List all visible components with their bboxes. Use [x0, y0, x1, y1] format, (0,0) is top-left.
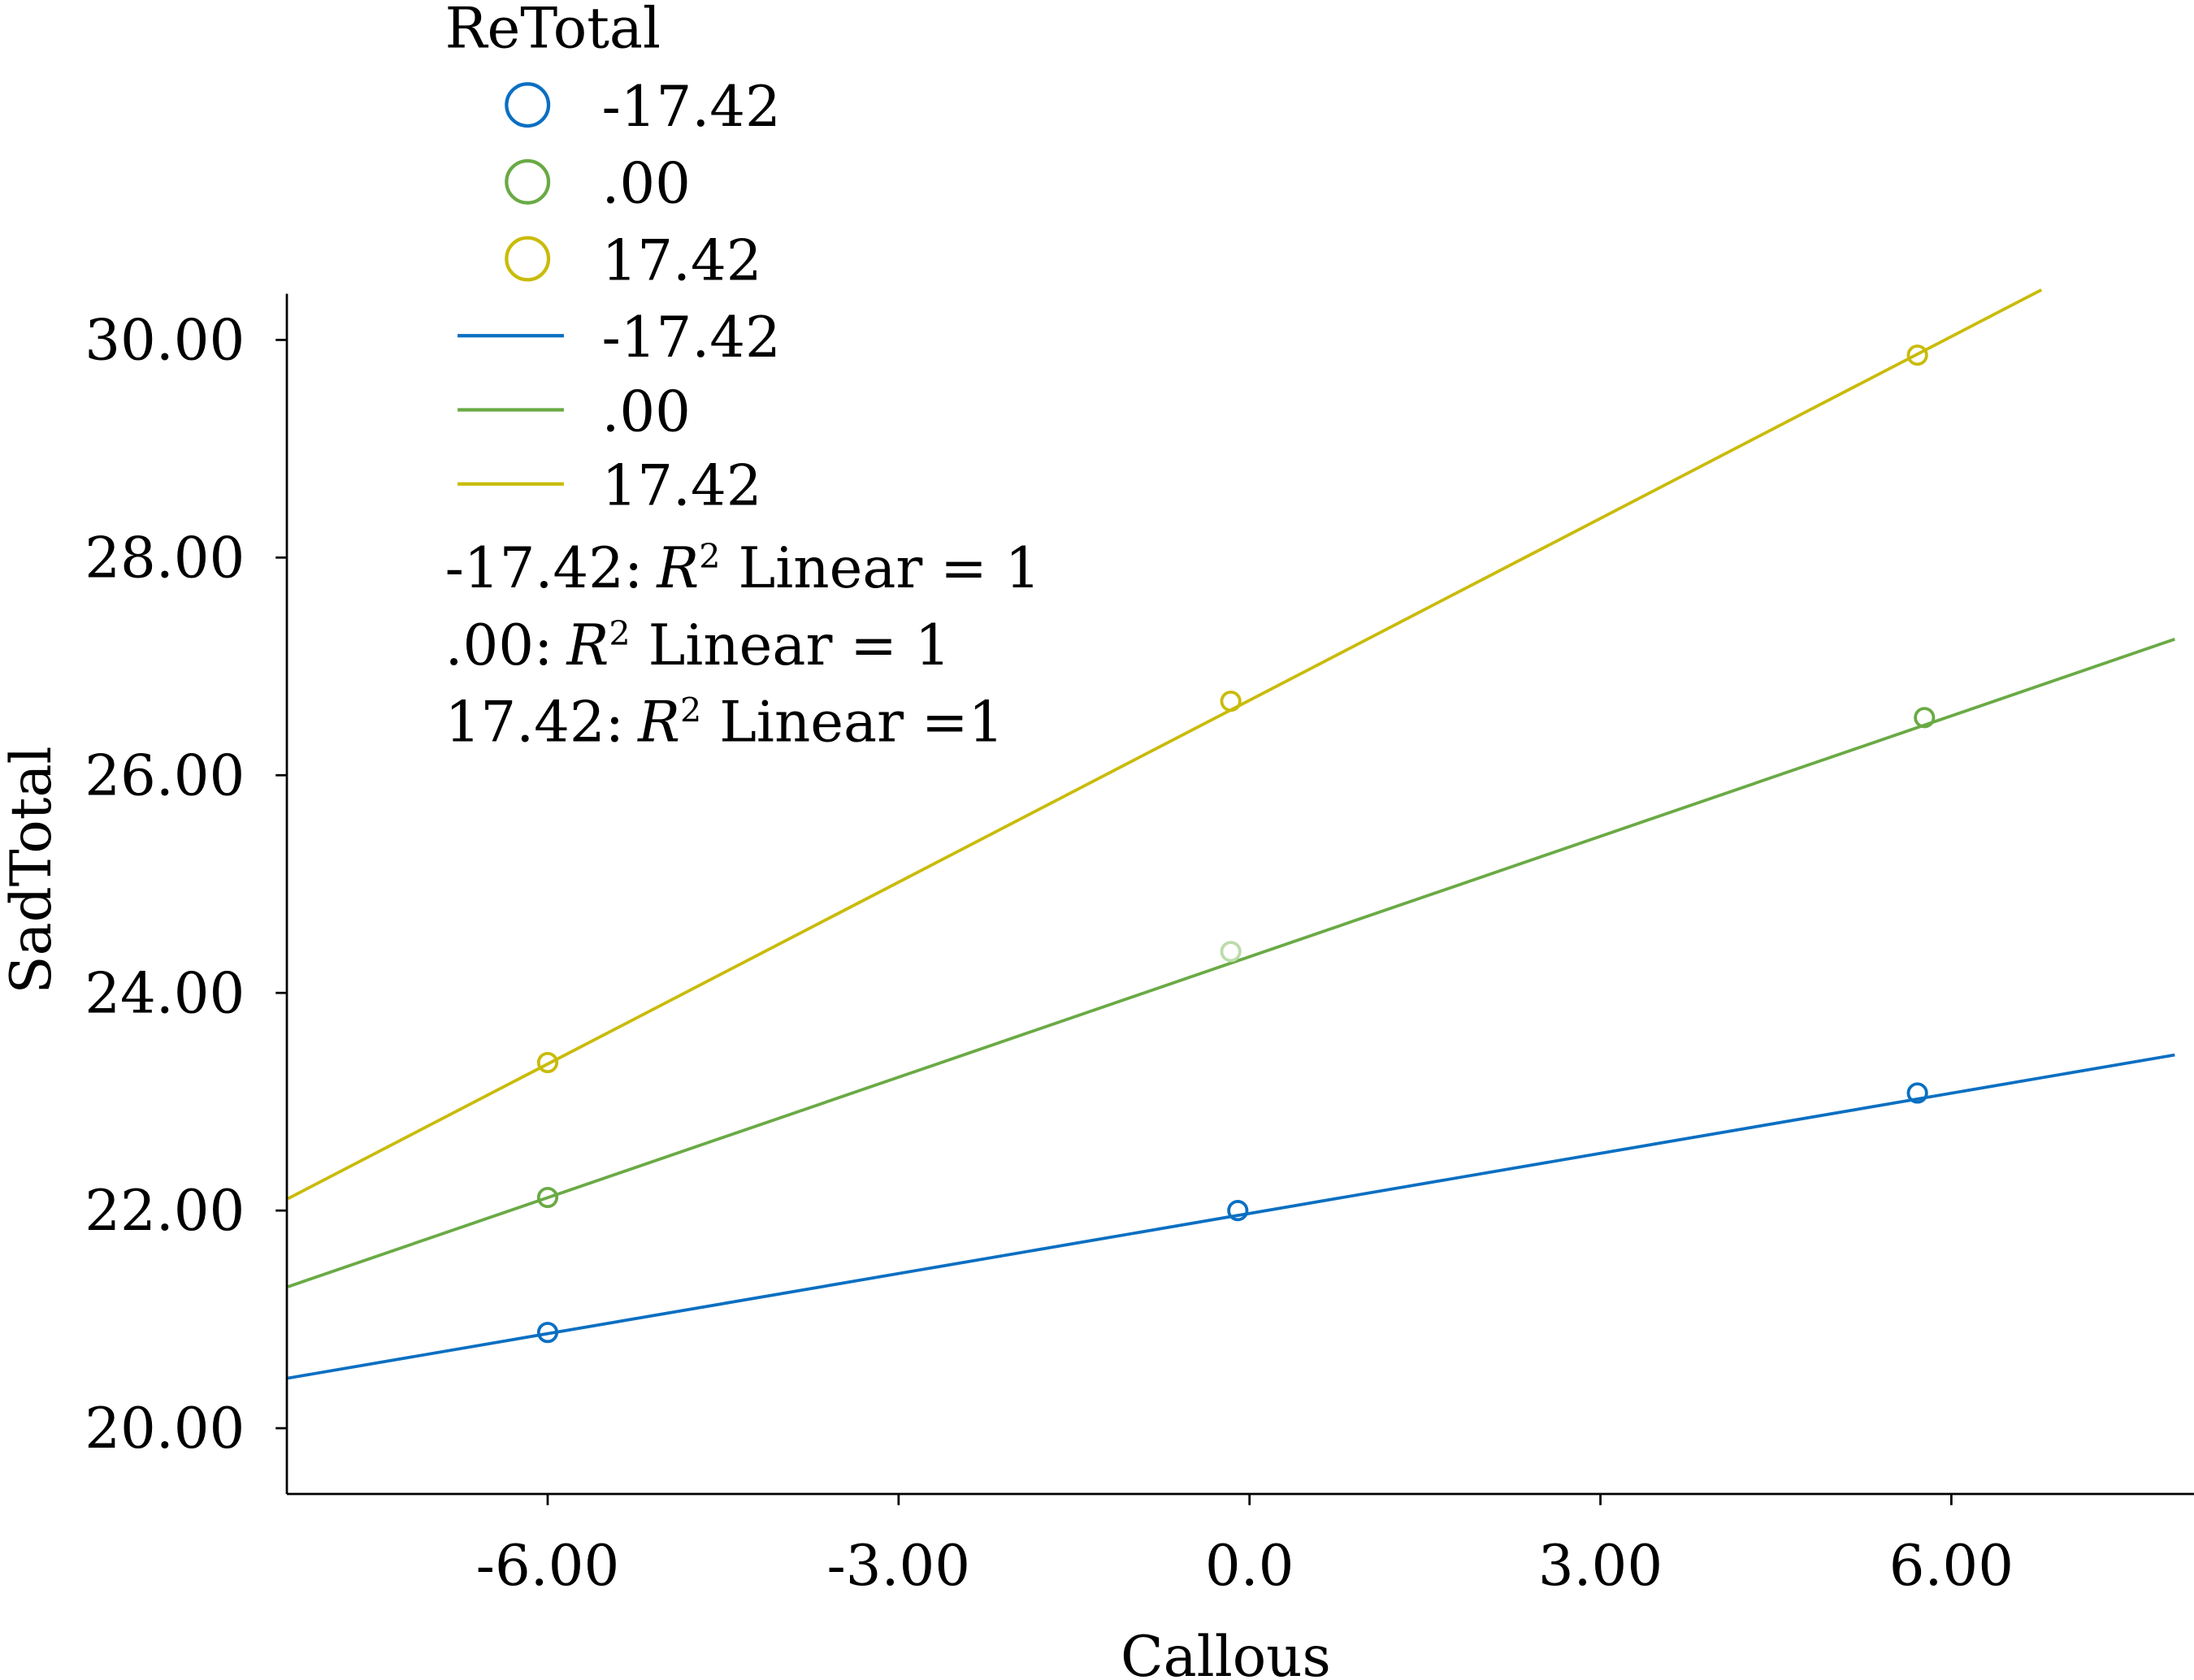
data-point: [1227, 1200, 1249, 1222]
legend-line-label: 17.42: [601, 454, 761, 519]
annotation-prefix: -17.42:: [445, 536, 644, 601]
y-axis-title: SadTotal: [0, 746, 64, 994]
x-axis-title: Callous: [1121, 1625, 1331, 1680]
legend-entries: -17.42 .00 17.42 -17.42 .00 17.42: [457, 75, 781, 519]
annotation-prefix: .00:: [445, 613, 553, 678]
annotation-r: R: [655, 536, 699, 601]
y-tick-label: 26.00: [85, 743, 245, 808]
annotation-suffix: Linear =1: [701, 691, 1004, 756]
legend-line-label: .00: [601, 379, 691, 444]
y-tick-label: 24.00: [85, 961, 245, 1026]
data-point: [1906, 1082, 1928, 1104]
x-ticks: -6.00 -3.00 0.0 3.00 6.00: [476, 1493, 2014, 1599]
fit-line-2: [287, 288, 2043, 1201]
x-tick-label: 6.00: [1889, 1534, 2014, 1599]
annotation-r: R: [636, 691, 680, 756]
legend-marker-label: -17.42: [601, 75, 780, 140]
annotation-sup: 2: [609, 614, 630, 653]
data-point: [536, 1322, 559, 1344]
x-tick-label: 0.0: [1205, 1534, 1294, 1599]
data-point: [1906, 344, 1928, 366]
y-tick-label: 28.00: [85, 526, 245, 591]
r2-annotations: -17.42: R2 Linear = 1.00: R2 Linear = 117.…: [445, 536, 1041, 755]
x-tick-label: -3.00: [827, 1534, 971, 1599]
legend-marker-label: .00: [601, 152, 691, 217]
legend-marker-icon: [505, 158, 551, 205]
fit-line-1: [287, 638, 2175, 1288]
legend: ReTotal -17.42 .00 17.42 -17.42 .00 17.42 -17…: [445, 0, 1041, 756]
annotation-sup: 2: [699, 537, 720, 576]
legend-title: ReTotal: [445, 0, 661, 62]
y-tick-label: 30.00: [85, 309, 245, 374]
legend-marker-icon: [505, 236, 551, 282]
annotation-suffix: Linear = 1: [721, 536, 1041, 601]
x-tick-label: -6.00: [476, 1534, 620, 1599]
data-point: [536, 1051, 559, 1074]
y-tick-label: 22.00: [85, 1179, 245, 1244]
data-point: [1914, 707, 1936, 729]
r2-annotation: 17.42: R2 Linear =1: [445, 691, 1004, 756]
r2-annotation: -17.42: R2 Linear = 1: [445, 536, 1041, 601]
r2-annotation: .00: R2 Linear = 1: [445, 613, 951, 678]
annotation-suffix: Linear = 1: [631, 613, 951, 678]
data-point: [1220, 941, 1242, 963]
annotation-r: R: [566, 613, 609, 678]
legend-marker-icon: [505, 82, 551, 128]
annotation-prefix: 17.42:: [445, 691, 624, 756]
plot-marks: [287, 288, 2175, 1380]
x-tick-label: 3.00: [1538, 1534, 1663, 1599]
legend-marker-label: 17.42: [601, 228, 761, 293]
y-tick-label: 20.00: [85, 1396, 245, 1461]
data-point: [1220, 691, 1242, 712]
annotation-sup: 2: [680, 691, 701, 730]
legend-line-label: -17.42: [601, 305, 780, 370]
data-point: [536, 1186, 559, 1209]
y-ticks: 20.00 22.00 24.00 26.00 28.00 30.00: [85, 309, 288, 1461]
